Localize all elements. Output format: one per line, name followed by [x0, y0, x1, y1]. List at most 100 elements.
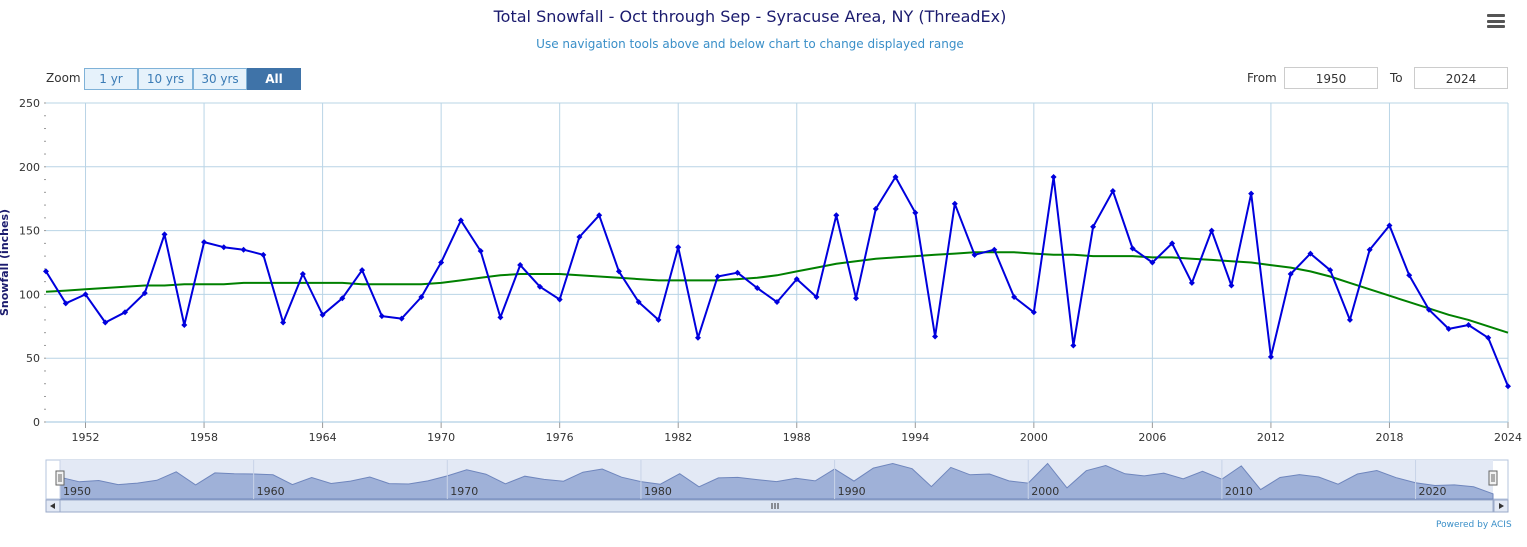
data-point[interactable]: [240, 246, 247, 253]
data-point[interactable]: [932, 333, 939, 340]
data-point[interactable]: [161, 231, 168, 238]
data-point[interactable]: [378, 313, 385, 320]
zoom-10yrs-button[interactable]: 10 yrs: [138, 68, 193, 90]
data-point[interactable]: [892, 174, 899, 181]
navigator-tick-label: 2000: [1031, 485, 1059, 498]
data-point[interactable]: [635, 299, 642, 306]
data-point[interactable]: [457, 217, 464, 224]
data-point[interactable]: [1228, 282, 1235, 289]
credit-label[interactable]: Powered by ACIS: [1436, 520, 1512, 530]
data-point[interactable]: [438, 259, 445, 266]
data-point[interactable]: [734, 269, 741, 276]
data-point[interactable]: [359, 267, 366, 274]
scrollbar-thumb[interactable]: [59, 499, 1494, 513]
data-point[interactable]: [536, 283, 543, 290]
data-point[interactable]: [1307, 250, 1314, 257]
data-point[interactable]: [1425, 306, 1432, 313]
data-point[interactable]: [991, 246, 998, 253]
data-point[interactable]: [102, 319, 109, 326]
data-point[interactable]: [1050, 174, 1057, 181]
data-point[interactable]: [1070, 342, 1077, 349]
data-point[interactable]: [1445, 325, 1452, 332]
data-point[interactable]: [714, 273, 721, 280]
data-point[interactable]: [1109, 188, 1116, 195]
data-point[interactable]: [339, 295, 346, 302]
to-date-input[interactable]: 2024: [1414, 67, 1508, 89]
data-point[interactable]: [62, 300, 69, 307]
data-point[interactable]: [1327, 267, 1334, 274]
data-point[interactable]: [813, 293, 820, 300]
zoom-1yr-button[interactable]: 1 yr: [84, 68, 138, 90]
data-point[interactable]: [1169, 240, 1176, 247]
zoom-all-button[interactable]: All: [247, 68, 301, 90]
data-point[interactable]: [596, 212, 603, 219]
data-point[interactable]: [1505, 383, 1511, 390]
data-point[interactable]: [1149, 259, 1156, 266]
y-tick-label: 50: [26, 352, 40, 365]
data-point[interactable]: [181, 322, 188, 329]
data-point[interactable]: [1366, 246, 1373, 253]
data-point[interactable]: [793, 276, 800, 283]
data-point[interactable]: [774, 299, 780, 306]
data-point[interactable]: [319, 311, 326, 318]
data-point[interactable]: [1465, 322, 1472, 329]
data-point[interactable]: [1406, 272, 1413, 279]
x-tick-label: 2024: [1494, 431, 1522, 444]
data-point[interactable]: [951, 200, 958, 207]
data-point[interactable]: [43, 268, 49, 275]
zoom-30yrs-button[interactable]: 30 yrs: [193, 68, 247, 90]
data-point[interactable]: [299, 270, 306, 277]
x-tick-label: 2000: [1020, 431, 1048, 444]
navigator-tick-label: 1950: [63, 485, 91, 498]
from-date-input[interactable]: 1950: [1284, 67, 1378, 89]
navigator-handle[interactable]: [1488, 470, 1498, 486]
x-tick-label: 1982: [664, 431, 692, 444]
data-point[interactable]: [1248, 190, 1255, 197]
data-point[interactable]: [833, 212, 840, 219]
data-point[interactable]: [122, 309, 129, 316]
data-point[interactable]: [615, 268, 622, 275]
data-point[interactable]: [556, 296, 563, 303]
data-point[interactable]: [1485, 334, 1492, 341]
data-point[interactable]: [655, 316, 662, 323]
data-point[interactable]: [260, 251, 267, 258]
data-point[interactable]: [1090, 223, 1097, 230]
x-tick-label: 2018: [1375, 431, 1403, 444]
data-point[interactable]: [220, 244, 227, 251]
data-point[interactable]: [1030, 309, 1037, 316]
data-point[interactable]: [872, 205, 879, 212]
data-point[interactable]: [853, 295, 860, 302]
data-point[interactable]: [141, 290, 148, 297]
x-tick-label: 1988: [783, 431, 811, 444]
navigator-tick-label: 2020: [1419, 485, 1447, 498]
data-point[interactable]: [576, 233, 583, 240]
data-point[interactable]: [971, 251, 978, 258]
data-point[interactable]: [1386, 222, 1393, 229]
data-point[interactable]: [477, 248, 484, 255]
data-point[interactable]: [1287, 270, 1294, 277]
data-point[interactable]: [398, 315, 405, 322]
x-tick-label: 2012: [1257, 431, 1285, 444]
data-point[interactable]: [1129, 245, 1136, 252]
data-point[interactable]: [418, 293, 425, 300]
data-point[interactable]: [497, 314, 504, 321]
data-point[interactable]: [1188, 279, 1195, 286]
data-point[interactable]: [675, 244, 682, 251]
navigator-handle[interactable]: [55, 470, 65, 486]
data-point[interactable]: [201, 239, 208, 246]
data-point[interactable]: [517, 262, 524, 269]
data-point[interactable]: [754, 285, 761, 292]
y-tick-label: 150: [19, 225, 40, 238]
data-point[interactable]: [1346, 316, 1353, 323]
data-point[interactable]: [694, 334, 701, 341]
data-point[interactable]: [1267, 353, 1274, 360]
data-point[interactable]: [82, 291, 89, 298]
data-point[interactable]: [1011, 293, 1018, 300]
data-point[interactable]: [1208, 227, 1215, 234]
data-point[interactable]: [912, 209, 919, 216]
data-point[interactable]: [280, 319, 287, 326]
hamburger-menu-icon[interactable]: [1487, 14, 1505, 28]
y-tick-label: 250: [19, 97, 40, 110]
x-tick-label: 1976: [546, 431, 574, 444]
